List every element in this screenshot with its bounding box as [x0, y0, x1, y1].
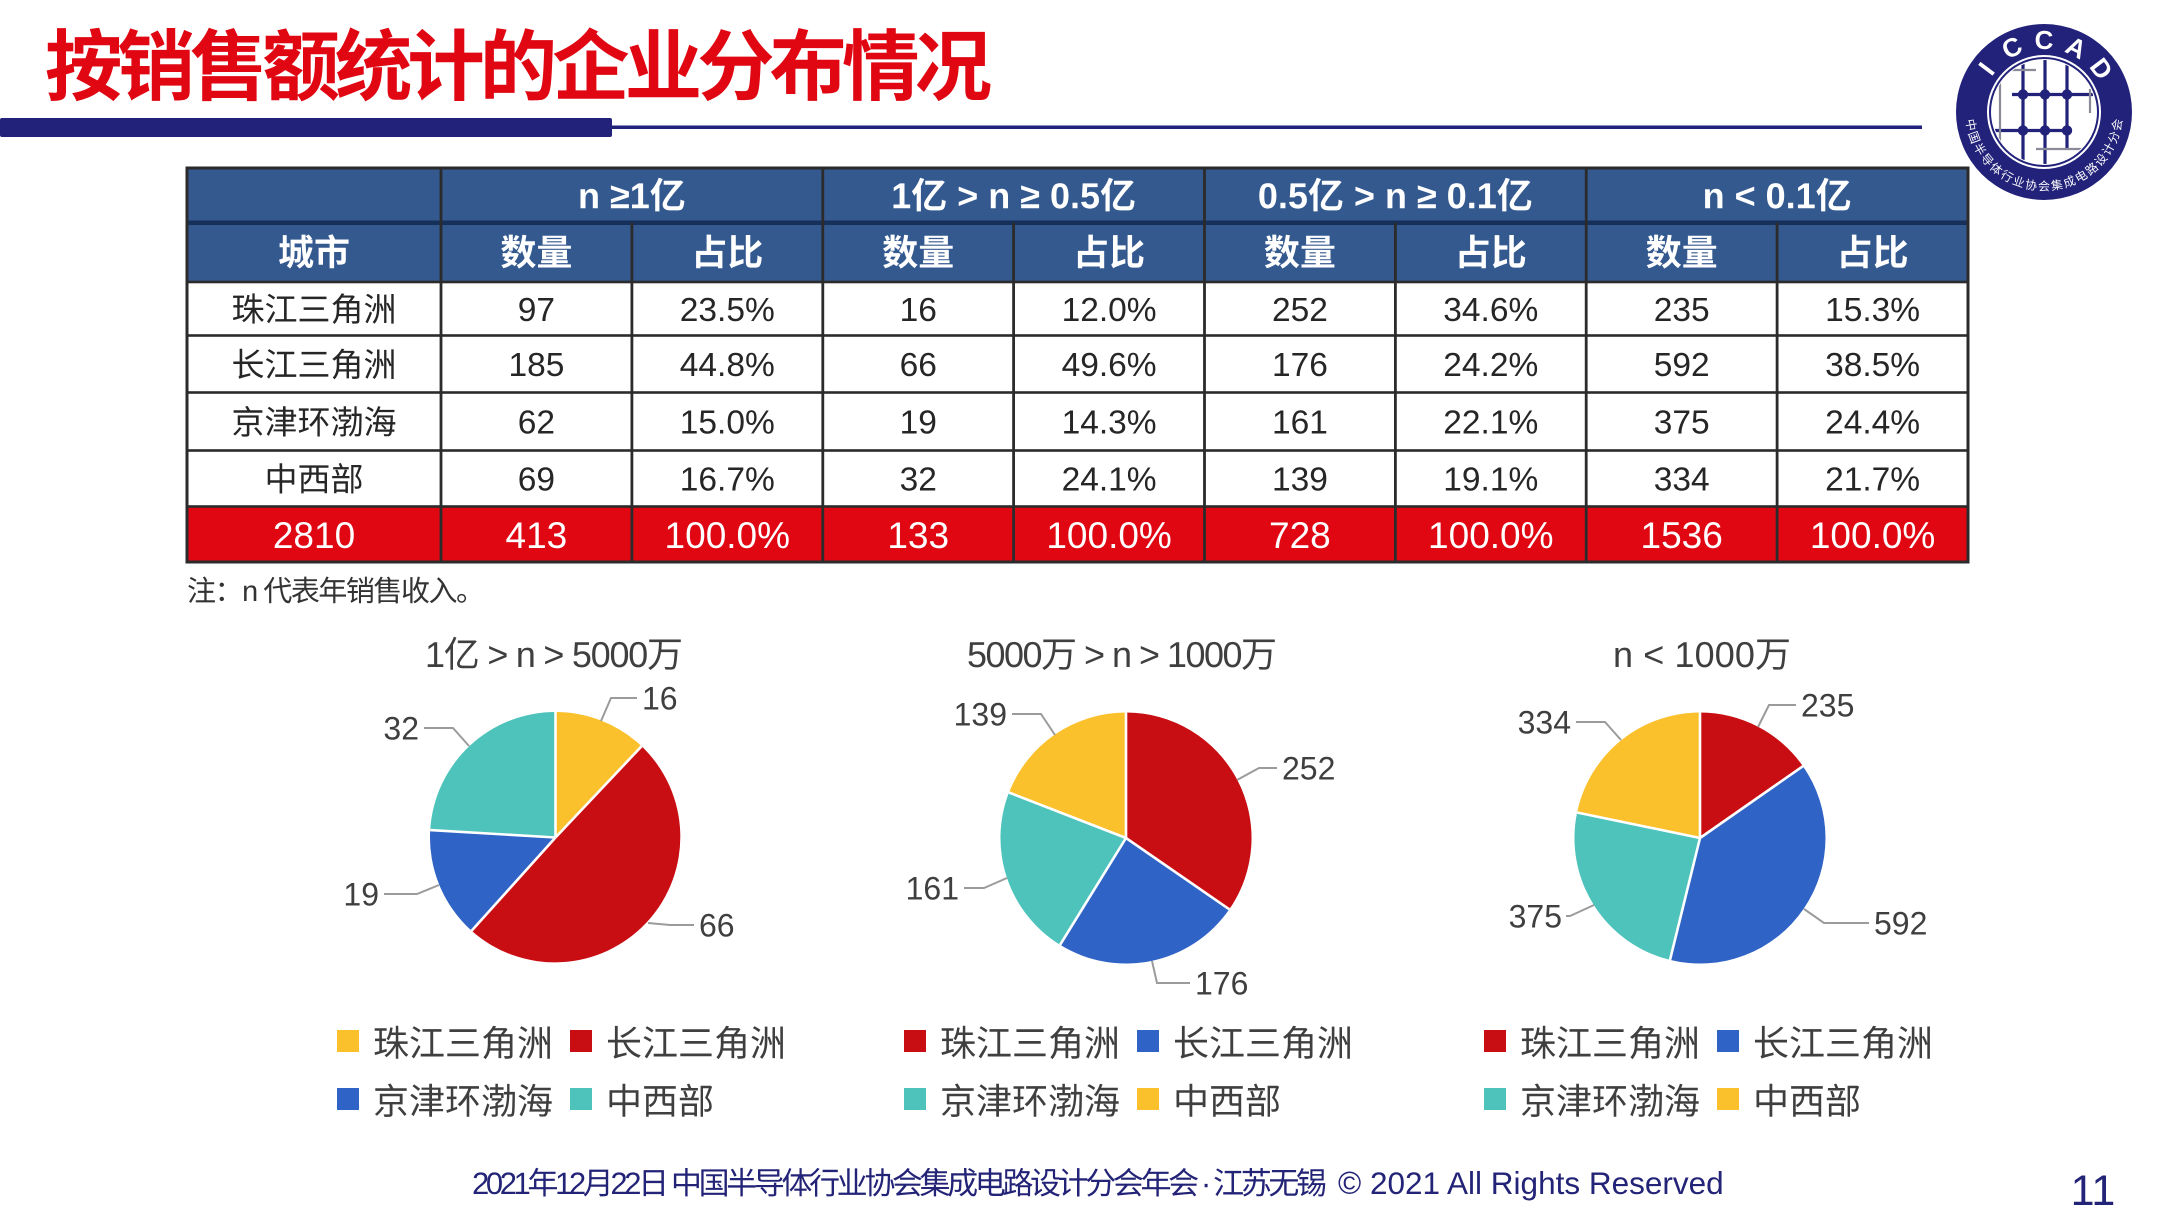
svg-text:14.3%: 14.3% [1062, 405, 1157, 442]
svg-text:176: 176 [1272, 347, 1328, 384]
svg-text:133: 133 [887, 515, 949, 556]
svg-text:C: C [2035, 25, 2054, 55]
svg-text:592: 592 [1874, 906, 1927, 942]
svg-text:15.3%: 15.3% [1825, 292, 1920, 329]
svg-text:21.7%: 21.7% [1825, 462, 1920, 499]
svg-text:235: 235 [1801, 688, 1854, 724]
svg-text:334: 334 [1518, 705, 1571, 741]
svg-text:62: 62 [518, 405, 555, 442]
svg-text:23.5%: 23.5% [680, 292, 775, 329]
svg-text:16.7%: 16.7% [680, 462, 775, 499]
svg-text:100.0%: 100.0% [1046, 515, 1172, 556]
svg-text:185: 185 [508, 347, 564, 384]
svg-text:32: 32 [900, 462, 937, 499]
svg-text:44.8%: 44.8% [680, 347, 775, 384]
svg-text:11: 11 [2071, 1167, 2116, 1215]
svg-text:161: 161 [906, 871, 959, 907]
svg-text:24.2%: 24.2% [1443, 347, 1538, 384]
svg-text:592: 592 [1654, 347, 1710, 384]
svg-text:34.6%: 34.6% [1443, 292, 1538, 329]
svg-text:49.6%: 49.6% [1062, 347, 1157, 384]
svg-text:728: 728 [1269, 515, 1331, 556]
svg-text:161: 161 [1272, 405, 1328, 442]
svg-text:16: 16 [900, 292, 937, 329]
svg-text:24.1%: 24.1% [1062, 462, 1157, 499]
svg-text:1536: 1536 [1641, 515, 1723, 556]
svg-text:252: 252 [1272, 292, 1328, 329]
svg-text:252: 252 [1282, 751, 1335, 787]
svg-text:32: 32 [383, 711, 419, 747]
svg-text:235: 235 [1654, 292, 1710, 329]
svg-text:100.0%: 100.0% [665, 515, 791, 556]
svg-text:16: 16 [642, 681, 678, 717]
svg-text:375: 375 [1509, 899, 1562, 935]
svg-text:139: 139 [1272, 462, 1328, 499]
svg-text:66: 66 [699, 908, 735, 944]
svg-text:© 2021 All Rights Reserved: © 2021 All Rights Reserved [1338, 1165, 1724, 1201]
svg-text:19: 19 [900, 405, 937, 442]
svg-text:375: 375 [1654, 405, 1710, 442]
svg-text:19: 19 [343, 877, 379, 913]
svg-text:334: 334 [1654, 462, 1710, 499]
svg-text:100.0%: 100.0% [1810, 515, 1936, 556]
svg-text:38.5%: 38.5% [1825, 347, 1920, 384]
svg-text:12.0%: 12.0% [1062, 292, 1157, 329]
svg-text:66: 66 [900, 347, 937, 384]
svg-text:19.1%: 19.1% [1443, 462, 1538, 499]
svg-text:176: 176 [1195, 966, 1248, 1002]
svg-text:15.0%: 15.0% [680, 405, 775, 442]
svg-text:69: 69 [518, 462, 555, 499]
svg-text:2810: 2810 [273, 515, 355, 556]
svg-text:24.4%: 24.4% [1825, 405, 1920, 442]
svg-text:100.0%: 100.0% [1428, 515, 1554, 556]
svg-text:413: 413 [506, 515, 568, 556]
svg-text:139: 139 [954, 697, 1007, 733]
svg-text:22.1%: 22.1% [1443, 405, 1538, 442]
svg-text:97: 97 [518, 292, 555, 329]
